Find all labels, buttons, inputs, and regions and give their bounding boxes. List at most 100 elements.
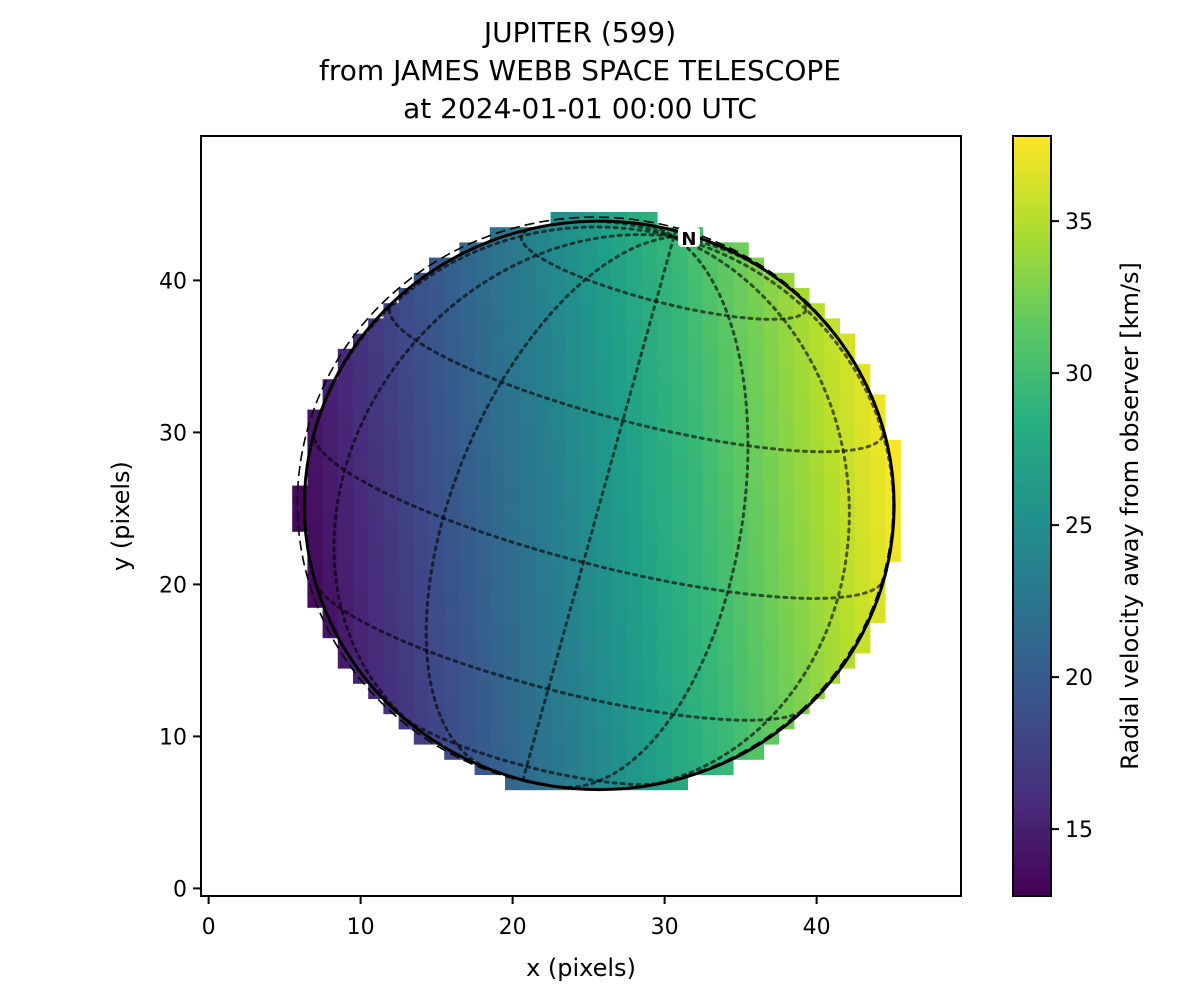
velocity-pixel	[672, 607, 688, 623]
velocity-pixel	[489, 303, 506, 319]
velocity-pixel	[565, 622, 582, 639]
velocity-pixel	[702, 379, 719, 395]
velocity-pixel	[337, 409, 354, 426]
velocity-pixel	[337, 576, 354, 593]
velocity-pixel	[733, 713, 749, 730]
velocity-pixel	[368, 576, 384, 593]
velocity-pixel	[459, 409, 476, 426]
velocity-pixel	[763, 318, 780, 335]
velocity-pixel	[581, 242, 597, 259]
velocity-pixel	[672, 516, 688, 532]
velocity-pixel	[839, 516, 856, 532]
velocity-pixel	[687, 622, 704, 639]
velocity-pixel	[353, 516, 369, 532]
velocity-pixel	[596, 759, 612, 775]
velocity-pixel	[793, 485, 810, 502]
velocity-pixel	[398, 683, 415, 699]
velocity-pixel	[596, 424, 612, 441]
velocity-pixel	[778, 318, 795, 335]
velocity-pixel	[793, 622, 810, 639]
velocity-pixel	[748, 455, 764, 471]
velocity-pixel	[565, 576, 582, 593]
velocity-pixel	[611, 668, 628, 684]
velocity-pixel	[565, 531, 582, 547]
colorbar: 15 20 25 30 35 Radial velocity away from obs…	[1012, 135, 1144, 897]
velocity-pixel	[565, 668, 582, 684]
velocity-pixel	[657, 698, 673, 715]
velocity-pixel	[641, 470, 658, 487]
velocity-pixel	[596, 364, 612, 380]
velocity-pixel	[474, 652, 491, 669]
velocity-pixel	[596, 683, 612, 699]
velocity-pixel	[702, 364, 719, 380]
velocity-pixel	[596, 561, 612, 578]
velocity-pixel	[869, 455, 886, 471]
velocity-pixel	[748, 500, 764, 517]
velocity-pixel	[581, 516, 597, 532]
velocity-pixel	[672, 288, 688, 304]
velocity-pixel	[641, 622, 658, 639]
velocity-pixel	[444, 637, 460, 654]
velocity-pixel	[353, 622, 369, 639]
velocity-pixel	[763, 668, 780, 684]
velocity-pixel	[505, 333, 521, 350]
velocity-pixel	[641, 576, 658, 593]
velocity-pixel	[550, 379, 567, 395]
velocity-pixel	[474, 288, 491, 304]
velocity-pixel	[581, 485, 597, 502]
velocity-pixel	[489, 288, 506, 304]
velocity-pixel	[611, 652, 628, 669]
velocity-pixel	[687, 485, 704, 502]
velocity-pixel	[505, 455, 521, 471]
velocity-pixel	[869, 531, 886, 547]
velocity-pixel	[657, 516, 673, 532]
velocity-pixel	[489, 333, 506, 350]
velocity-pixel	[854, 516, 871, 532]
velocity-pixel	[489, 561, 506, 578]
velocity-pixel	[778, 440, 795, 456]
velocity-pixel	[535, 227, 552, 243]
velocity-pixel	[413, 516, 430, 532]
velocity-pixel	[565, 500, 582, 517]
velocity-pixel	[641, 652, 658, 669]
velocity-pixel	[839, 576, 856, 593]
velocity-pixel	[793, 394, 810, 411]
velocity-pixel	[535, 272, 552, 289]
velocity-pixel	[763, 561, 780, 578]
velocity-pixel	[717, 531, 734, 547]
velocity-pixel	[641, 394, 658, 411]
velocity-pixel	[839, 409, 856, 426]
velocity-pixel	[474, 379, 491, 395]
velocity-pixel	[322, 455, 339, 471]
velocity-pixel	[581, 652, 597, 669]
longitude-gridline	[626, 235, 851, 790]
velocity-pixel	[535, 440, 552, 456]
velocity-pixel	[550, 440, 567, 456]
velocity-pixel	[611, 455, 628, 471]
velocity-pixel	[550, 485, 567, 502]
velocity-pixel	[383, 440, 400, 456]
velocity-pixel	[596, 379, 612, 395]
velocity-pixel	[733, 576, 749, 593]
velocity-pixel	[581, 744, 597, 760]
velocity-pixel	[383, 379, 400, 395]
longitude-gridline	[332, 233, 676, 738]
velocity-pixel	[535, 318, 552, 335]
velocity-pixel	[672, 257, 688, 274]
velocity-pixel	[611, 713, 628, 730]
velocity-pixel	[581, 440, 597, 456]
velocity-pixel	[641, 272, 658, 289]
velocity-pixel	[429, 348, 445, 365]
velocity-pixel	[505, 424, 521, 441]
velocity-pixel	[839, 379, 856, 395]
velocity-pixel	[505, 303, 521, 319]
velocity-pixel	[809, 485, 825, 502]
velocity-pixel	[717, 500, 734, 517]
velocity-pixel	[550, 516, 567, 532]
velocity-pixel	[626, 516, 643, 532]
velocity-pixel	[778, 409, 795, 426]
velocity-pixel	[626, 318, 643, 335]
velocity-pixel	[398, 470, 415, 487]
velocity-pixel	[413, 303, 430, 319]
velocity-pixel	[550, 394, 567, 411]
